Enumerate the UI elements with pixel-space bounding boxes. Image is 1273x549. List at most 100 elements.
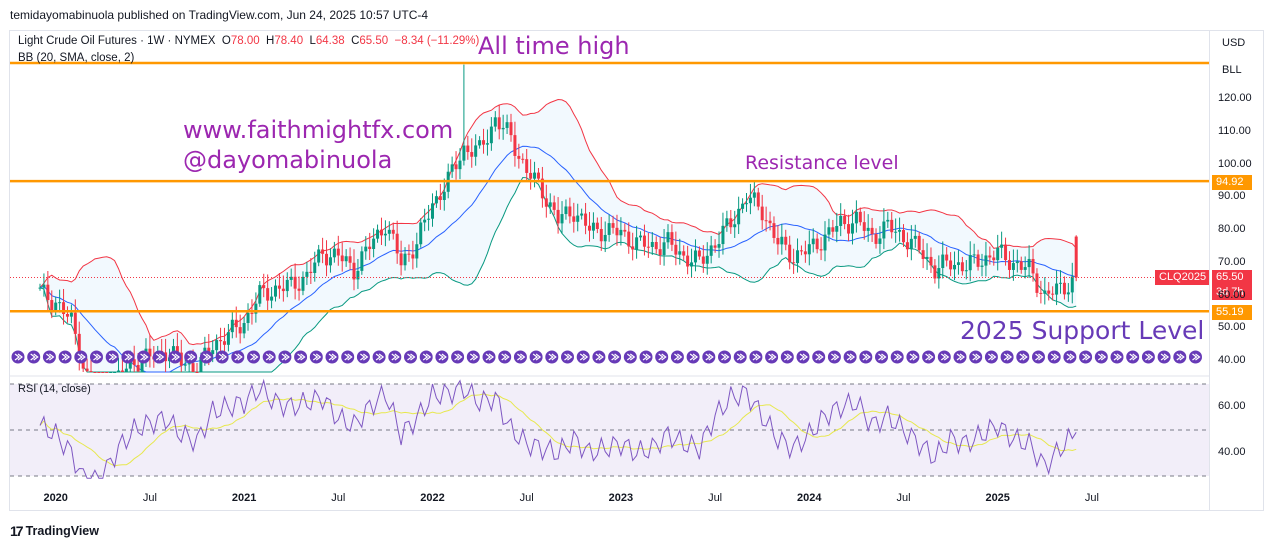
event-marker-chevron [1176, 353, 1185, 361]
candle-body [898, 230, 902, 232]
event-marker-chevron [375, 353, 385, 361]
candle-body [1031, 258, 1035, 274]
event-marker-chevron [61, 353, 71, 361]
candle-body [301, 276, 305, 291]
candle-body [270, 296, 274, 301]
candle-body [560, 214, 564, 224]
candle-body [387, 229, 391, 234]
candle-body [124, 368, 128, 372]
candle-body [799, 250, 803, 252]
candle-body [521, 158, 525, 160]
candle-body [599, 228, 603, 242]
candle-body [874, 234, 878, 244]
candle-body [796, 250, 800, 264]
tradingview-footer[interactable]: 17 TradingView [10, 523, 99, 539]
candle-body [262, 285, 266, 289]
candle-body [293, 276, 297, 289]
price-axis[interactable] [1210, 30, 1264, 511]
candle-body [62, 302, 66, 315]
event-marker-chevron [501, 353, 510, 361]
candle-body [721, 225, 725, 245]
candle-body [1047, 290, 1051, 294]
candle-body [277, 285, 281, 289]
event-marker-chevron [281, 353, 290, 361]
candle-body [442, 191, 446, 201]
candle-body [431, 203, 434, 219]
candle-body [344, 256, 348, 262]
candle-body [493, 117, 497, 127]
event-marker-chevron [1160, 353, 1170, 361]
candle-body [297, 288, 301, 291]
symbol-legend[interactable]: Light Crude Oil Futures · 1W · NYMEX O78… [18, 35, 479, 47]
candle-body [1062, 282, 1066, 295]
event-marker-chevron [422, 353, 432, 361]
event-marker-chevron [1145, 353, 1154, 361]
candle-body [113, 372, 117, 373]
candle-body [544, 198, 548, 207]
candle-body [497, 117, 501, 130]
candle-body [905, 242, 909, 250]
candle-body [705, 255, 709, 264]
event-marker-chevron [360, 353, 369, 361]
event-marker-chevron [642, 353, 651, 361]
candle-body [807, 244, 811, 255]
candle-body [717, 244, 721, 248]
event-marker-chevron [799, 353, 808, 361]
candle-body [686, 255, 690, 267]
event-marker-chevron [203, 353, 212, 361]
time-tick-label: Jul [142, 492, 157, 504]
candle-body [635, 237, 639, 250]
countdown-tag: 3d 7h [1212, 285, 1252, 300]
candle-body [862, 222, 866, 231]
event-marker-chevron [626, 353, 636, 361]
candle-body [1023, 267, 1027, 270]
candle-body [77, 333, 81, 361]
event-marker-chevron [940, 353, 950, 361]
rsi-legend[interactable]: RSI (14, close) [18, 383, 91, 395]
event-marker-chevron [1097, 353, 1107, 361]
event-marker-chevron [46, 353, 55, 361]
candle-body [234, 319, 238, 328]
event-marker-chevron [846, 353, 856, 361]
event-marker-chevron [815, 353, 824, 361]
bb-legend[interactable]: BB (20, SMA, close, 2) [18, 52, 135, 64]
time-tick-label: Jul [708, 492, 723, 504]
candle-body [760, 206, 764, 221]
candle-body [882, 221, 886, 239]
symbol-name[interactable]: Light Crude Oil Futures · 1W · NYMEX [18, 35, 216, 47]
event-marker-chevron [705, 353, 714, 361]
unit-label[interactable]: BLL [1222, 64, 1242, 76]
candle-body [183, 364, 187, 366]
candle-body [340, 255, 344, 262]
event-marker-chevron [77, 353, 86, 361]
candle-body [788, 244, 792, 263]
currency-label[interactable]: USD [1222, 37, 1246, 49]
event-marker-chevron [736, 353, 746, 361]
candle-body [120, 370, 124, 372]
event-marker-chevron [469, 353, 479, 361]
event-marker-chevron [721, 353, 730, 361]
annotation-all-time-high: All time high [478, 32, 630, 60]
candle-body [1011, 263, 1015, 270]
chart-frame[interactable] [9, 30, 1210, 511]
candle-body [274, 285, 277, 297]
candle-body [623, 229, 627, 232]
event-marker-chevron [517, 353, 526, 361]
candle-body [627, 231, 631, 247]
candle-body [576, 215, 580, 222]
candle-body [73, 312, 77, 334]
candle-body [411, 254, 415, 259]
price-tick-label: 60.00 [1218, 288, 1246, 301]
candle-body [1070, 276, 1074, 293]
candle-body [984, 255, 988, 266]
event-marker-chevron [407, 353, 416, 361]
candle-body [391, 229, 395, 234]
rsi-tick-label: 60.00 [1218, 400, 1246, 412]
event-marker-chevron [187, 353, 196, 361]
candle-body [642, 235, 646, 247]
candle-body [890, 219, 894, 233]
event-marker-chevron [831, 353, 840, 361]
candle-body [195, 372, 199, 373]
event-marker-chevron [391, 353, 400, 361]
